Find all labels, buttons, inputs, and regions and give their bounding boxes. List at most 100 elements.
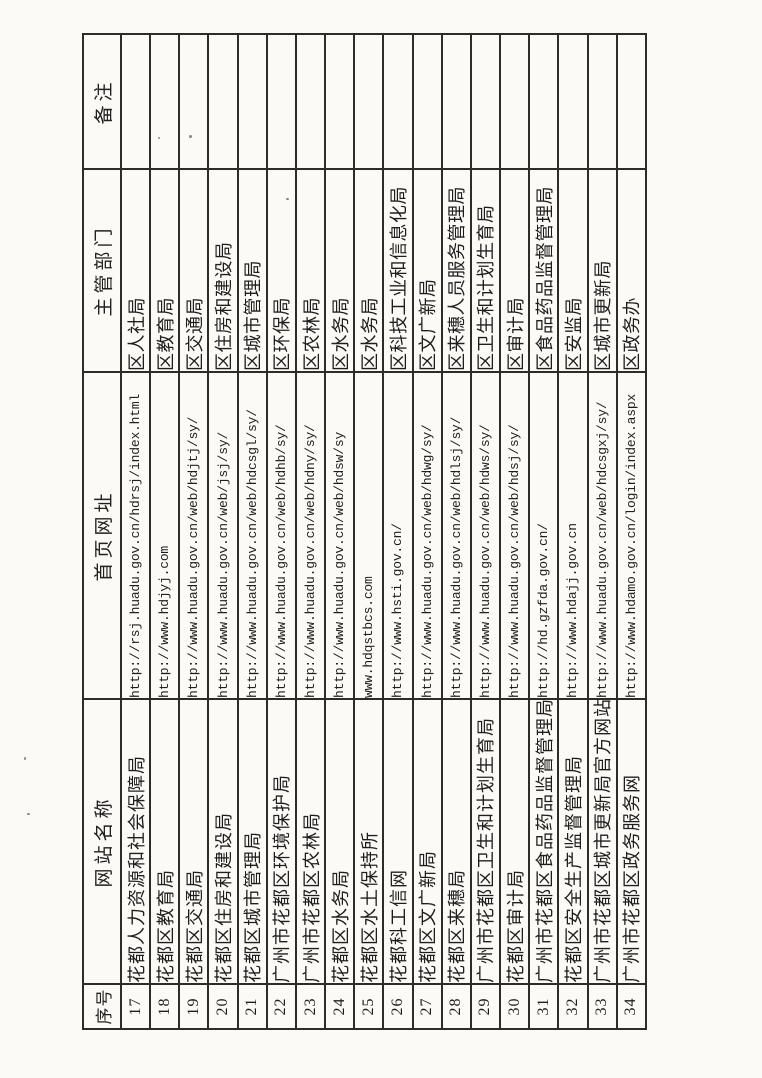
cell-index: 21 <box>237 984 267 1029</box>
cell-site-name: 花都区审计局 <box>500 699 530 984</box>
cell-index: 26 <box>383 984 413 1029</box>
table-body: 17 花都人力资源和社会保障局 http://rsj.huadu.gov.cn/… <box>121 34 646 1029</box>
table-row: 21 花都区城市管理局 http://www.huadu.gov.cn/web/… <box>237 34 267 1029</box>
cell-remarks <box>354 34 384 169</box>
cell-index: 22 <box>266 984 296 1029</box>
cell-site-name: 广州市花都区环境保护局 <box>266 699 296 984</box>
cell-index: 32 <box>558 984 588 1029</box>
cell-department: 区教育局 <box>150 169 180 372</box>
table-row: 32 花都区安全生产监督管理局 http://www.hdajj.gov.cn … <box>558 34 588 1029</box>
cell-site-name: 花都区交通局 <box>179 699 209 984</box>
cell-department: 区审计局 <box>500 169 530 372</box>
table-row: 26 花都科工信网 http://www.hsti.gov.cn/ 区科技工业和… <box>383 34 413 1029</box>
table-row: 29 广州市花都区卫生和计划生育局 http://www.huadu.gov.c… <box>470 34 501 1029</box>
cell-department: 区人社局 <box>121 169 151 372</box>
cell-department: 区农林局 <box>295 169 326 372</box>
cell-site-name: 花都区城市管理局 <box>237 699 267 984</box>
cell-homepage-url: http://www.hdajj.gov.cn <box>558 372 588 699</box>
table-row: 31 广州市花都区食品药品监督管理局 http://hd.gzfda.gov.c… <box>529 34 559 1029</box>
cell-site-name: 广州市花都区城市更新局官方网站 <box>587 699 617 984</box>
cell-index: 33 <box>587 984 617 1029</box>
table-row: 24 花都区水务局 http://www.huadu.gov.cn/web/hd… <box>325 34 355 1029</box>
scan-speck <box>158 137 160 139</box>
cell-homepage-url: www.hdqstbcs.com <box>354 372 384 699</box>
cell-homepage-url: http://rsj.huadu.gov.cn/hdrsj/index.html <box>121 372 151 699</box>
cell-homepage-url: http://www.hdamo.gov.cn/login/index.aspx <box>616 372 646 699</box>
table-row: 28 花都区来穗局 http://www.huadu.gov.cn/web/hd… <box>441 34 471 1029</box>
table-row: 20 花都区住房和建设局 http://www.huadu.gov.cn/web… <box>208 34 238 1029</box>
cell-index: 23 <box>295 984 326 1029</box>
cell-site-name: 花都区水土保持所 <box>354 699 384 984</box>
header-index: 序号 <box>83 984 121 1029</box>
cell-department: 区住房和建设局 <box>208 169 238 372</box>
cell-homepage-url: http://www.huadu.gov.cn/web/hdlsj/sy/ <box>441 372 471 699</box>
cell-homepage-url: http://www.hdjyj.com <box>150 372 180 699</box>
scan-speck <box>27 813 30 815</box>
table-row: 33 广州市花都区城市更新局官方网站 http://www.huadu.gov.… <box>587 34 617 1029</box>
scan-speck <box>24 757 26 760</box>
cell-site-name: 花都区水务局 <box>325 699 355 984</box>
cell-remarks <box>295 34 326 169</box>
cell-remarks <box>208 34 238 169</box>
table-row: 27 花都区文广新局 http://www.huadu.gov.cn/web/h… <box>412 34 442 1029</box>
cell-index: 34 <box>616 984 646 1029</box>
cell-index: 27 <box>412 984 442 1029</box>
cell-remarks <box>441 34 471 169</box>
table-row: 34 广州市花都区政务服务网 http://www.hdamo.gov.cn/l… <box>616 34 646 1029</box>
cell-homepage-url: http://www.huadu.gov.cn/web/hdsj/sy/ <box>500 372 530 699</box>
cell-index: 31 <box>529 984 559 1029</box>
cell-index: 18 <box>150 984 180 1029</box>
cell-site-name: 花都区来穗局 <box>441 699 471 984</box>
cell-site-name: 花都区住房和建设局 <box>208 699 238 984</box>
cell-index: 28 <box>441 984 471 1029</box>
cell-homepage-url: http://www.huadu.gov.cn/web/hdcsgl/sy/ <box>237 372 267 699</box>
cell-department: 区安监局 <box>558 169 588 372</box>
cell-remarks <box>587 34 617 169</box>
table-row: 25 花都区水土保持所 www.hdqstbcs.com 区水务局 <box>354 34 384 1029</box>
cell-remarks <box>179 34 209 169</box>
cell-remarks <box>150 34 180 169</box>
cell-remarks <box>500 34 530 169</box>
cell-homepage-url: http://www.huadu.gov.cn/web/hdny/sy/ <box>295 372 326 699</box>
cell-homepage-url: http://www.huadu.gov.cn/web/hdws/sy/ <box>470 372 501 699</box>
scan-speck <box>286 198 289 200</box>
cell-homepage-url: http://www.huadu.gov.cn/web/hdjtj/sy/ <box>179 372 209 699</box>
cell-index: 24 <box>325 984 355 1029</box>
cell-department: 区来穗人员服务管理局 <box>441 169 471 372</box>
cell-homepage-url: http://www.huadu.gov.cn/web/hdwg/sy/ <box>412 372 442 699</box>
cell-index: 17 <box>121 984 151 1029</box>
cell-index: 25 <box>354 984 384 1029</box>
cell-department: 区城市管理局 <box>237 169 267 372</box>
cell-homepage-url: http://hd.gzfda.gov.cn/ <box>529 372 559 699</box>
scan-speck <box>189 135 192 138</box>
header-row: 序号 网站名称 首页网址 主管部门 备注 <box>83 34 121 1029</box>
cell-department: 区卫生和计划生育局 <box>470 169 501 372</box>
rotated-table-container: 序号 网站名称 首页网址 主管部门 备注 17 花都人力资源和社会保障局 htt… <box>82 34 647 1030</box>
cell-index: 29 <box>470 984 501 1029</box>
header-homepage-url: 首页网址 <box>83 372 121 699</box>
cell-site-name: 花都科工信网 <box>383 699 413 984</box>
header-remarks: 备注 <box>83 34 121 169</box>
cell-homepage-url: http://www.huadu.gov.cn/web/hdcsgxj/sy/ <box>587 372 617 699</box>
table-row: 23 广州市花都区农林局 http://www.huadu.gov.cn/web… <box>295 34 326 1029</box>
cell-remarks <box>383 34 413 169</box>
cell-index: 30 <box>500 984 530 1029</box>
cell-department: 区政务办 <box>616 169 646 372</box>
cell-site-name: 花都人力资源和社会保障局 <box>121 699 151 984</box>
cell-site-name: 花都区安全生产监督管理局 <box>558 699 588 984</box>
header-site-name: 网站名称 <box>83 699 121 984</box>
cell-homepage-url: http://www.huadu.gov.cn/web/hdsw/sy <box>325 372 355 699</box>
cell-department: 区环保局 <box>266 169 296 372</box>
cell-remarks <box>266 34 296 169</box>
header-department: 主管部门 <box>83 169 121 372</box>
cell-department: 区城市更新局 <box>587 169 617 372</box>
cell-department: 区食品药品监督管理局 <box>529 169 559 372</box>
cell-site-name: 广州市花都区食品药品监督管理局 <box>529 699 559 984</box>
table-row: 18 花都区教育局 http://www.hdjyj.com 区教育局 <box>150 34 180 1029</box>
cell-remarks <box>325 34 355 169</box>
cell-remarks <box>529 34 559 169</box>
cell-department: 区水务局 <box>354 169 384 372</box>
cell-remarks <box>121 34 151 169</box>
cell-site-name: 广州市花都区卫生和计划生育局 <box>470 699 501 984</box>
